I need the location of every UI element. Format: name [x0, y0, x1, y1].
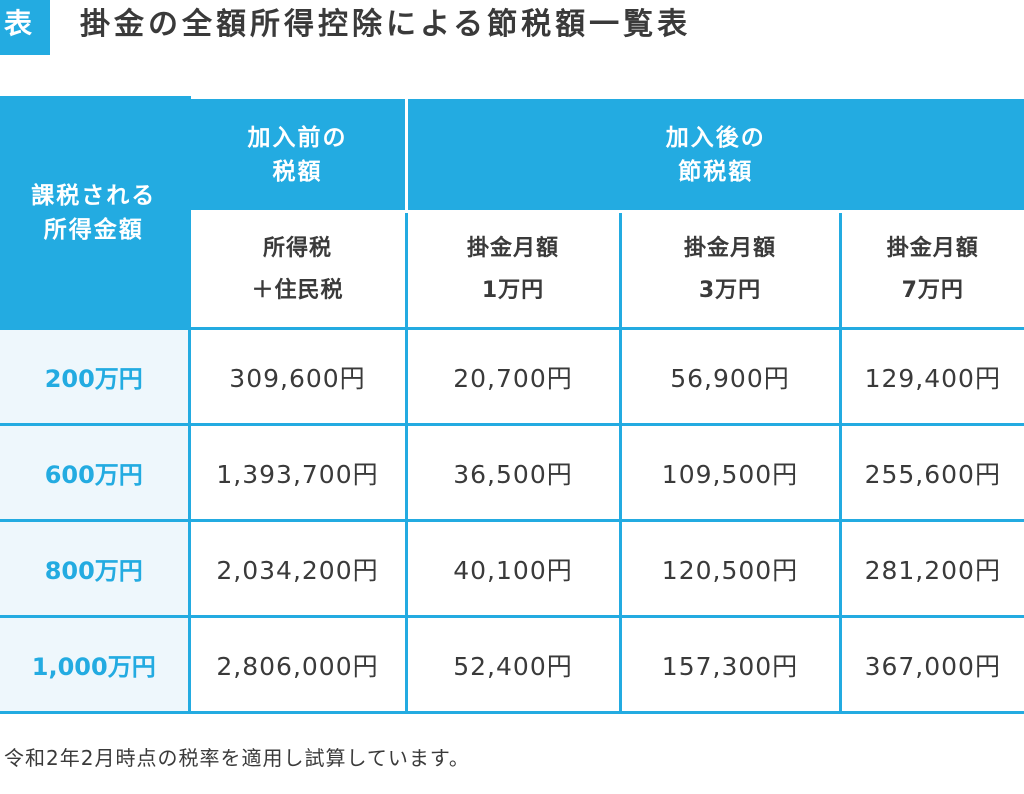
tax-savings-table: 課税される 所得金額 加入前の 税額 加入後の 節税額 所得税 ＋住民税 掛金月…	[0, 96, 1024, 714]
saving-1man-value: 36,500円	[404, 423, 622, 522]
subheader-income-resident-tax: 所得税 ＋住民税	[189, 210, 408, 330]
saving-3man-value: 120,500円	[618, 519, 842, 618]
table-row: 1,000万円 2,806,000円 52,400円 157,300円 367,…	[0, 615, 1024, 714]
header-tax-savings-after: 加入後の 節税額	[404, 96, 1024, 213]
saving-7man-value: 129,400円	[838, 327, 1024, 426]
tax-before-value: 2,034,200円	[187, 519, 408, 618]
subheader-monthly-7man: 掛金月額 7万円	[838, 210, 1024, 330]
subheader-monthly-1man: 掛金月額 1万円	[404, 210, 622, 330]
table-row: 600万円 1,393,700円 36,500円 109,500円 255,60…	[0, 423, 1024, 522]
table-row: 800万円 2,034,200円 40,100円 120,500円 281,20…	[0, 519, 1024, 618]
tax-before-value: 309,600円	[187, 327, 408, 426]
footnote: 令和2年2月時点の税率を適用し試算しています。	[4, 746, 470, 770]
tax-before-value: 1,393,700円	[187, 423, 408, 522]
header-taxable-income: 課税される 所得金額	[0, 96, 191, 330]
row-income-label: 200万円	[0, 327, 191, 426]
saving-3man-value: 56,900円	[618, 327, 842, 426]
saving-1man-value: 40,100円	[404, 519, 622, 618]
section-tag: 表	[0, 0, 50, 55]
saving-1man-value: 20,700円	[404, 327, 622, 426]
saving-7man-value: 281,200円	[838, 519, 1024, 618]
row-income-label: 1,000万円	[0, 615, 191, 714]
row-income-label: 800万円	[0, 519, 191, 618]
saving-1man-value: 52,400円	[404, 615, 622, 714]
subheader-monthly-3man: 掛金月額 3万円	[618, 210, 842, 330]
saving-3man-value: 157,300円	[618, 615, 842, 714]
row-income-label: 600万円	[0, 423, 191, 522]
saving-7man-value: 367,000円	[838, 615, 1024, 714]
table-row: 200万円 309,600円 20,700円 56,900円 129,400円	[0, 327, 1024, 426]
page-title: 掛金の全額所得控除による節税額一覧表	[80, 7, 692, 42]
tax-before-value: 2,806,000円	[187, 615, 408, 714]
header-tax-before: 加入前の 税額	[187, 96, 408, 213]
saving-7man-value: 255,600円	[838, 423, 1024, 522]
saving-3man-value: 109,500円	[618, 423, 842, 522]
